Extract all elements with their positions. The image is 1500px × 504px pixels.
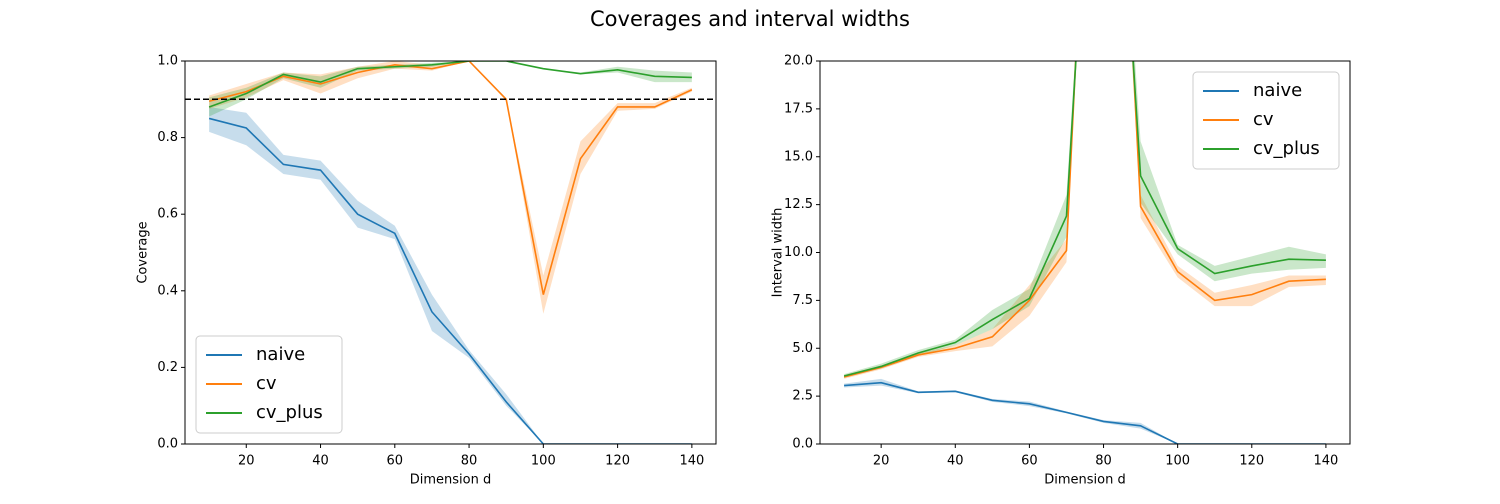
plot-area [843, 61, 1326, 444]
y-tick-label: 5.0 [792, 341, 813, 356]
legend-label: cv_plus [1253, 138, 1320, 159]
x-tick-label: 80 [1095, 454, 1112, 469]
y-tick-label: 2.5 [792, 389, 813, 404]
x-tick-label: 140 [679, 454, 704, 469]
x-tick-label: 80 [461, 454, 478, 469]
axes-frame [184, 60, 717, 445]
y-tick-label: 20.0 [784, 54, 813, 69]
x-tick-label: 100 [531, 454, 556, 469]
legend-label: naive [256, 344, 305, 365]
series-line [843, 61, 1326, 378]
x-tick-label: 20 [873, 454, 890, 469]
y-tick-label: 0.6 [157, 207, 178, 222]
y-tick-label: 1.0 [157, 54, 178, 69]
legend-label: cv [256, 373, 277, 394]
y-tick-label: 15.0 [784, 149, 813, 164]
x-tick-label: 20 [238, 454, 255, 469]
x-axis-label: Dimension d [1044, 473, 1126, 488]
x-tick-label: 100 [1165, 454, 1190, 469]
figure-title: Coverages and interval widths [590, 7, 910, 31]
y-tick-label: 0.2 [157, 360, 178, 375]
series-line [843, 61, 1326, 377]
legend-box [195, 335, 343, 434]
y-tick-label: 17.5 [784, 101, 813, 116]
x-tick-label: 120 [1239, 454, 1264, 469]
x-tick-label: 40 [312, 454, 329, 469]
confidence-band [844, 378, 1326, 444]
legend-box [1192, 71, 1340, 170]
x-tick-label: 40 [947, 454, 964, 469]
y-tick-label: 0.4 [157, 283, 178, 298]
y-tick-label: 0.0 [157, 437, 178, 452]
x-tick-label: 60 [1021, 454, 1038, 469]
x-tick-label: 120 [605, 454, 630, 469]
confidence-band [209, 61, 692, 117]
series-line [844, 381, 1326, 444]
x-axis-label: Dimension d [410, 473, 492, 488]
x-tick-label: 140 [1313, 454, 1338, 469]
x-tick-label: 60 [387, 454, 404, 469]
plot-area [185, 61, 716, 444]
y-tick-label: 7.5 [792, 293, 813, 308]
y-tick-label: 10.0 [784, 245, 813, 260]
y-tick-label: 0.8 [157, 130, 178, 145]
series-line [208, 61, 692, 108]
legend-label: cv [1253, 109, 1274, 130]
y-tick-label: 0.0 [792, 437, 813, 452]
y-axis-label: Interval width [771, 208, 786, 298]
confidence-band [844, 61, 1326, 378]
y-tick-label: 12.5 [784, 197, 813, 212]
legend-label: naive [1253, 80, 1302, 101]
confidence-band [844, 61, 1326, 379]
y-axis-label: Coverage [136, 221, 151, 283]
legend-label: cv_plus [256, 402, 323, 423]
series-line [208, 61, 693, 295]
series-line [208, 117, 692, 444]
confidence-band [209, 106, 692, 444]
